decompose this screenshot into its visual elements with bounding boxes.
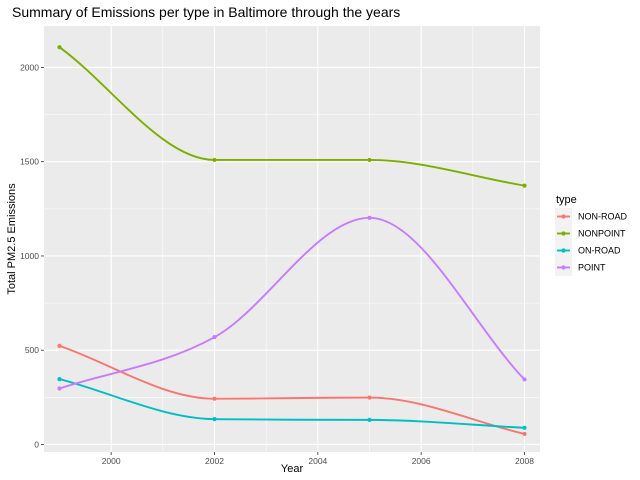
legend-title: type — [556, 194, 577, 206]
legend-item-point: POINT — [555, 259, 606, 276]
series-line-point — [59, 216, 526, 390]
data-point-point — [212, 335, 217, 340]
data-point-on-road — [57, 376, 62, 382]
series-line-nonpoint — [58, 46, 525, 187]
plot-panel — [44, 26, 540, 452]
x-tick-label: 2000 — [102, 456, 121, 466]
legend-key-point — [561, 248, 566, 253]
chart-title: Summary of Emissions per type in Baltimo… — [12, 4, 400, 20]
y-tick-label: 500 — [25, 345, 39, 355]
legend-key-point — [561, 265, 566, 270]
x-axis: 2000 2002 2004 2006 2008 — [102, 452, 534, 466]
legend-key-point — [561, 214, 566, 219]
y-tick-label: 1500 — [20, 157, 39, 167]
x-tick-label: 2008 — [515, 456, 534, 466]
series-line-non-road — [59, 345, 525, 435]
series-line-on-road — [59, 378, 525, 429]
data-point-point — [367, 215, 372, 220]
legend-items: NON-ROAD NONPOINT ON-ROAD POINT — [555, 208, 627, 276]
y-axis: 0 500 1000 1500 2000 — [20, 62, 44, 449]
data-point-non-road — [57, 343, 62, 348]
data-point-non-road — [522, 431, 527, 437]
data-point-nonpoint — [57, 45, 62, 50]
legend-label: NON-ROAD — [578, 212, 627, 222]
legend-label: POINT — [578, 263, 606, 273]
data-point-nonpoint — [367, 157, 372, 163]
series-nonpoint — [57, 45, 527, 188]
x-tick-label: 2006 — [412, 456, 431, 466]
data-point-nonpoint — [522, 183, 527, 188]
y-tick-label: 0 — [34, 439, 39, 449]
legend-key-point — [561, 231, 566, 236]
data-point-on-road — [522, 425, 527, 430]
data-point-point — [522, 377, 527, 382]
legend-label: NONPOINT — [578, 229, 626, 239]
series-point — [57, 215, 527, 391]
y-tick-label: 2000 — [20, 62, 39, 72]
data-point-non-road — [367, 395, 372, 400]
x-tick-label: 2002 — [205, 456, 224, 466]
data-point-on-road — [367, 417, 372, 422]
data-point-nonpoint — [212, 157, 217, 163]
legend-item-nonpoint: NONPOINT — [555, 225, 626, 242]
legend-item-non-road: NON-ROAD — [555, 208, 627, 225]
legend: type NON-ROAD NONPOINT ON-ROAD POINT — [555, 194, 627, 276]
legend-item-on-road: ON-ROAD — [555, 242, 621, 259]
x-axis-title: Year — [281, 463, 304, 475]
data-point-on-road — [212, 417, 217, 422]
data-point-point — [57, 386, 62, 391]
legend-label: ON-ROAD — [578, 246, 621, 256]
series-non-road — [57, 343, 527, 437]
series-layer — [57, 45, 527, 437]
y-tick-label: 1000 — [20, 251, 39, 261]
series-on-road — [57, 376, 527, 430]
x-tick-label: 2004 — [308, 456, 327, 466]
y-axis-title: Total PM2.5 Emissions — [6, 183, 18, 295]
data-point-non-road — [212, 396, 217, 401]
